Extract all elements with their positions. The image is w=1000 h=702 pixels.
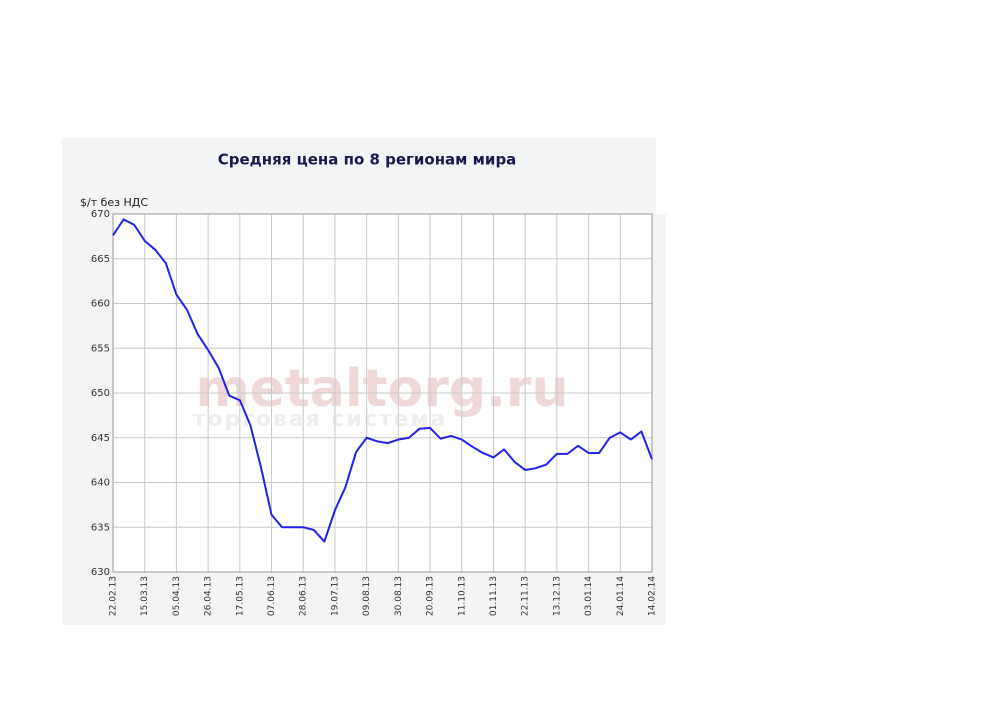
x-tick-label: 22.11.13 [521, 576, 531, 616]
x-tick-label: 26.04.13 [204, 576, 214, 616]
x-tick-label: 17.05.13 [235, 576, 245, 616]
x-tick-label: 13.12.13 [552, 576, 562, 616]
x-tick-label: 19.07.13 [330, 576, 340, 616]
x-tick-label: 14.02.14 [648, 576, 658, 616]
x-tick-label: 05.04.13 [172, 576, 182, 616]
chart-title: Средняя цена по 8 регионам мира [218, 151, 517, 169]
x-tick-label: 28.06.13 [299, 576, 309, 616]
y-tick-label: 645 [91, 433, 110, 444]
y-tick-label: 660 [91, 299, 110, 310]
x-tick-label: 22.02.13 [109, 576, 119, 616]
y-tick-label: 650 [91, 388, 110, 399]
x-tick-label: 03.01.14 [584, 576, 594, 616]
y-tick-label: 665 [91, 254, 110, 265]
x-tick-label: 30.08.13 [394, 576, 404, 616]
x-tick-label: 20.09.13 [426, 576, 436, 616]
watermark: metaltorg.ru [195, 359, 568, 419]
watermark-sub: торговая система [193, 407, 448, 432]
x-tick-label: 15.03.13 [140, 576, 150, 616]
y-tick-label: 635 [91, 522, 110, 533]
line-series [112, 218, 653, 543]
y-tick-label: 630 [91, 567, 110, 578]
x-tick-label: 07.06.13 [267, 576, 277, 616]
x-tick-label: 11.10.13 [457, 576, 467, 616]
y-tick-label: 655 [91, 343, 110, 354]
plot-border [112, 213, 653, 573]
y-axis-label: $/т без НДС [80, 196, 148, 209]
x-tick-label: 09.08.13 [362, 576, 372, 616]
x-tick-label: 24.01.14 [616, 576, 626, 616]
y-tick-label: 640 [91, 478, 110, 489]
x-tick-label: 01.11.13 [489, 576, 499, 616]
y-tick-label: 670 [91, 209, 110, 220]
header-panel [62, 138, 656, 214]
